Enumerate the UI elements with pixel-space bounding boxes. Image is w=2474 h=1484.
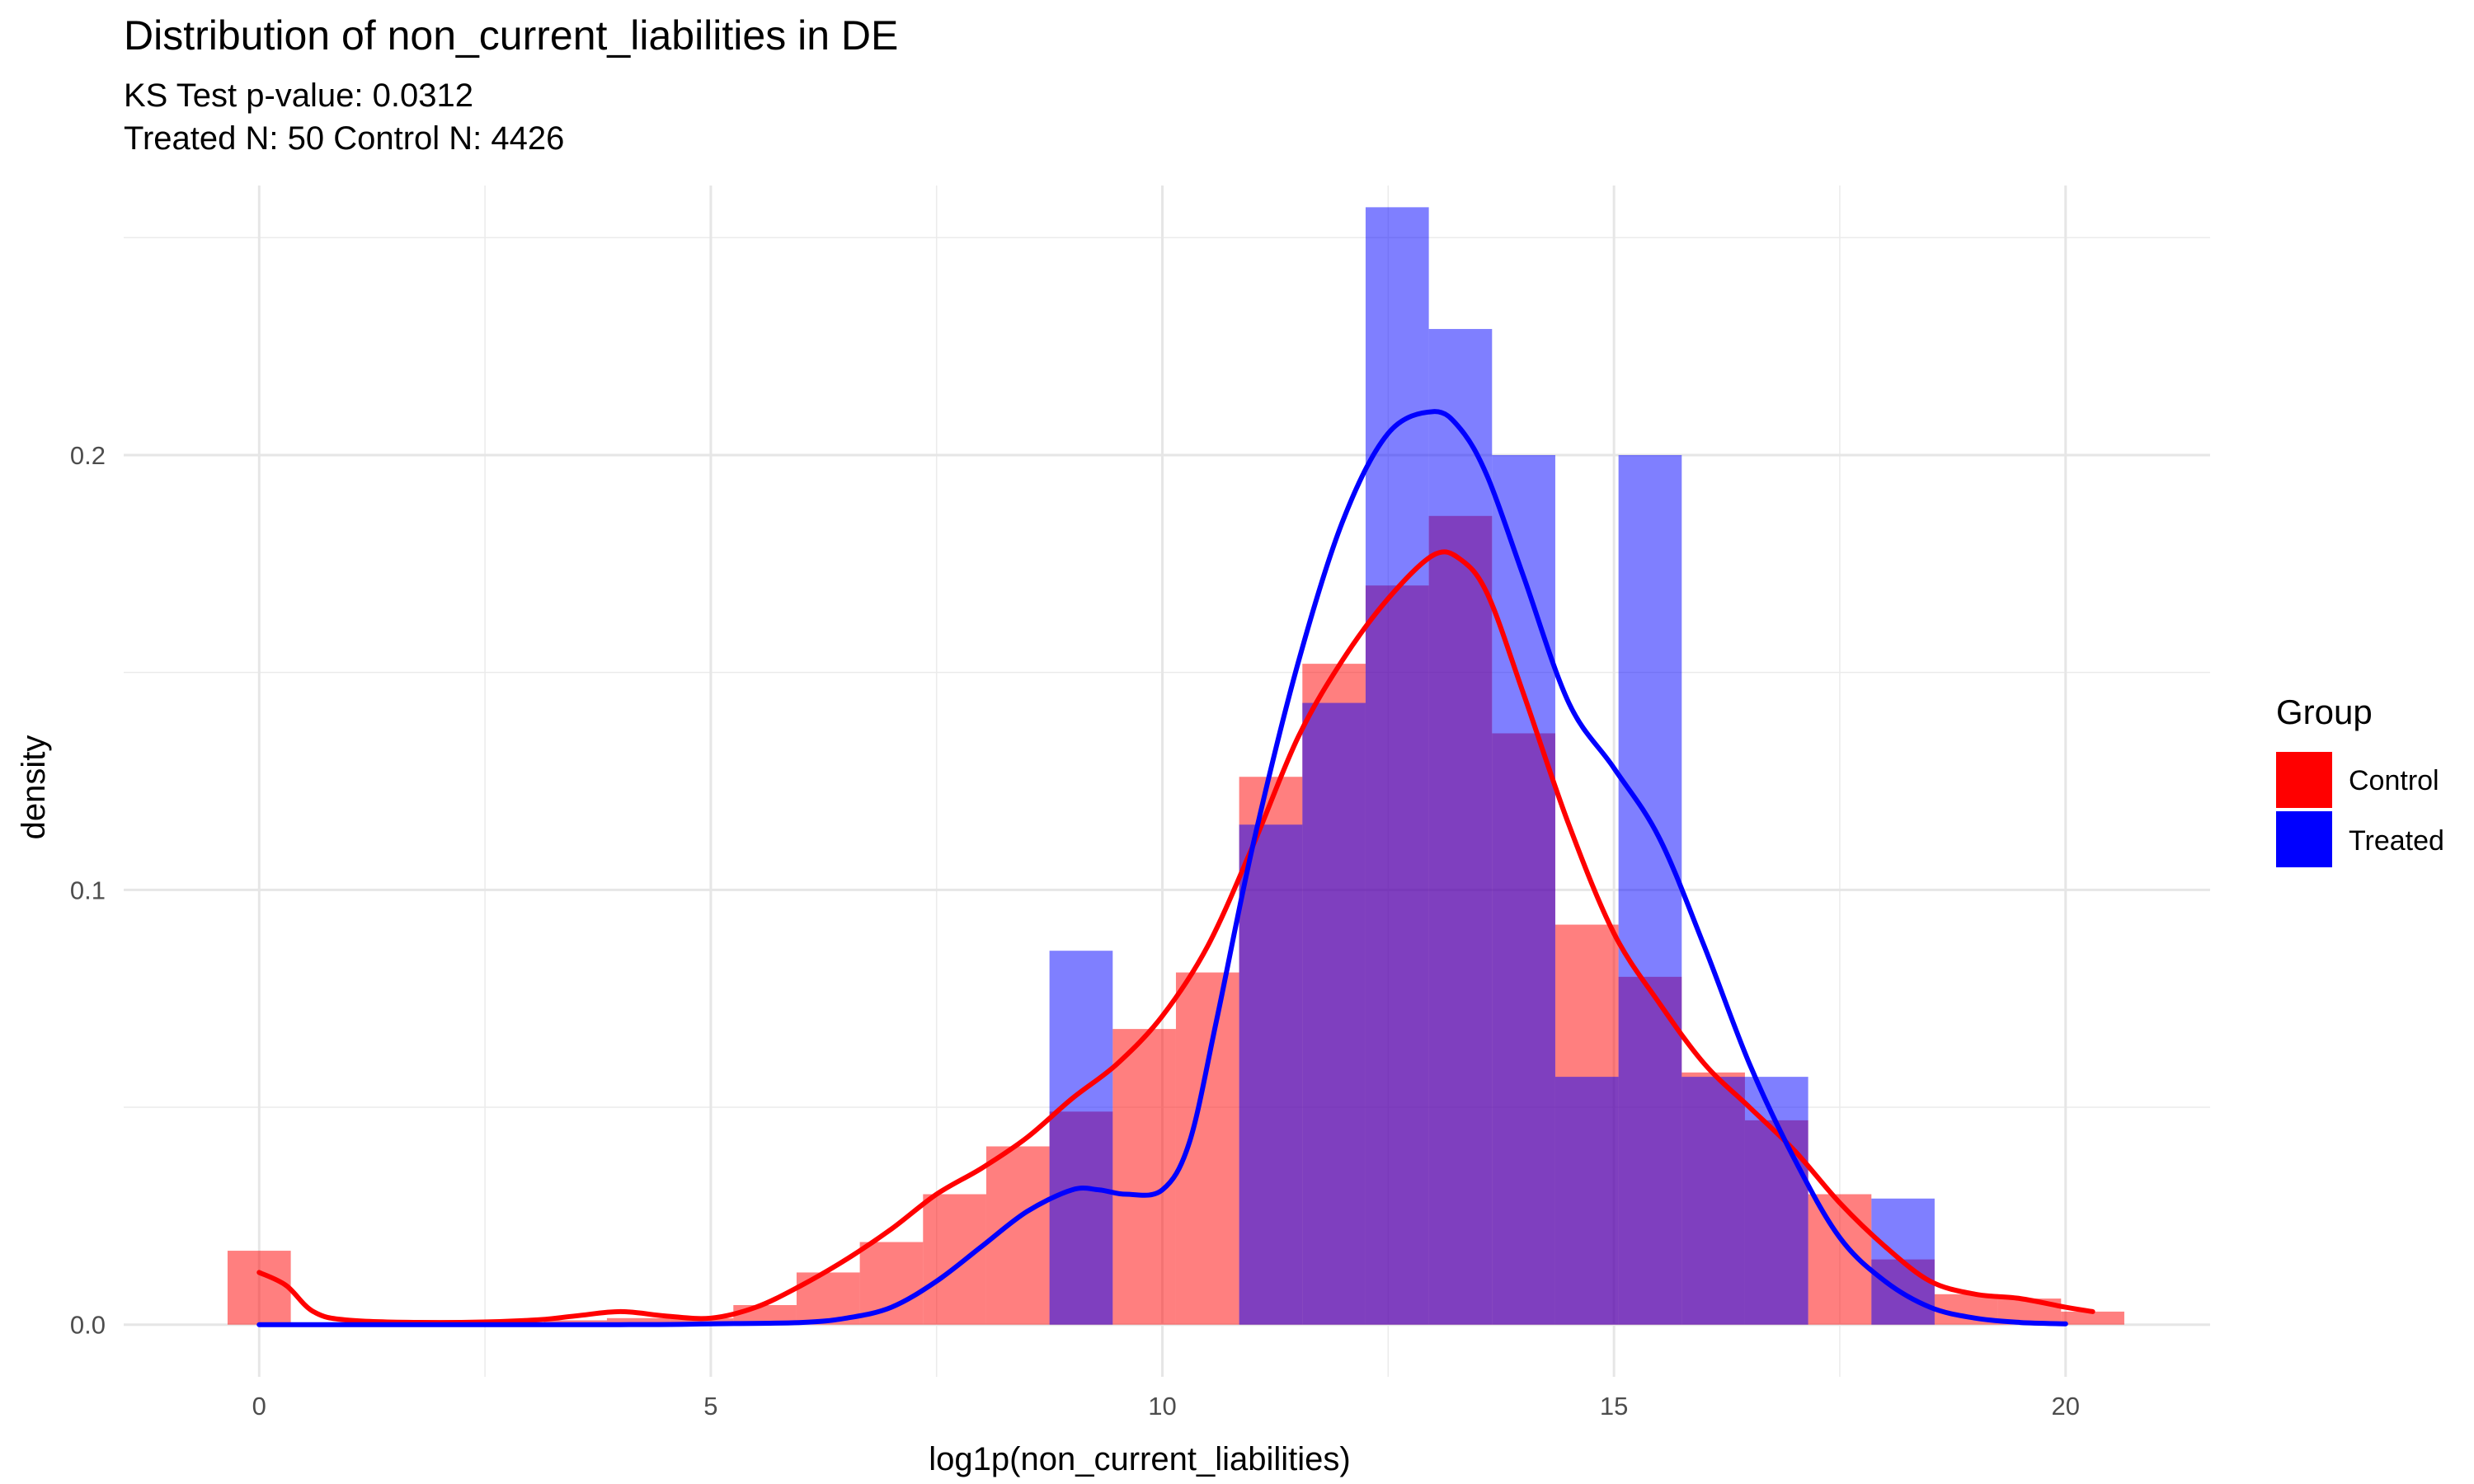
x-tick-label: 0 [252, 1392, 266, 1421]
density-curves [256, 409, 2095, 1327]
x-tick-label: 20 [2052, 1392, 2080, 1421]
legend-swatch-treated [2276, 811, 2332, 867]
control-histogram-bar [2061, 1311, 2124, 1325]
control-histogram-bar [923, 1194, 986, 1325]
y-tick-label: 0.0 [70, 1311, 106, 1340]
treated-histogram-bar [1302, 702, 1366, 1325]
chart-subtitle-line-2: Treated N: 50 Control N: 4426 [124, 120, 564, 157]
x-axis-ticks: 0 5 10 15 20 [252, 1392, 2080, 1421]
treated-histogram-bar [1492, 454, 1555, 1325]
control-histogram-bar [227, 1251, 291, 1325]
treated-histogram-bar [1365, 207, 1429, 1325]
treated-histogram-bar [1618, 454, 1682, 1325]
legend: Group Control Treated [2276, 693, 2444, 867]
y-axis-label: density [16, 735, 52, 840]
x-axis-label: log1p(non_current_liabilities) [929, 1441, 1350, 1477]
treated-histogram-bar [1239, 824, 1303, 1325]
treated-histogram-bar [1049, 951, 1113, 1325]
y-tick-label: 0.2 [70, 441, 106, 470]
y-tick-label: 0.1 [70, 876, 106, 904]
control-histogram-bar [1112, 1029, 1176, 1325]
treated-histogram-bar [1554, 1077, 1619, 1325]
legend-label-control: Control [2349, 765, 2439, 796]
x-tick-label: 5 [703, 1392, 717, 1421]
chart-subtitle-line-1: KS Test p-value: 0.0312 [124, 77, 473, 114]
legend-label-treated: Treated [2349, 825, 2444, 857]
legend-title: Group [2276, 693, 2373, 731]
x-tick-label: 10 [1148, 1392, 1176, 1421]
x-tick-label: 15 [1600, 1392, 1628, 1421]
treated-histogram-bar [1681, 1077, 1745, 1325]
control-histogram-bar [606, 1317, 670, 1325]
control-histogram-bar [859, 1242, 924, 1325]
y-axis-ticks: 0.0 0.1 0.2 [70, 441, 106, 1340]
treated-density-curve [256, 409, 2068, 1327]
legend-swatch-control [2276, 752, 2332, 808]
treated-histogram-bar [1428, 329, 1493, 1325]
chart-title: Distribution of non_current_liabilities … [124, 12, 898, 59]
control-histogram-bar [670, 1317, 734, 1325]
